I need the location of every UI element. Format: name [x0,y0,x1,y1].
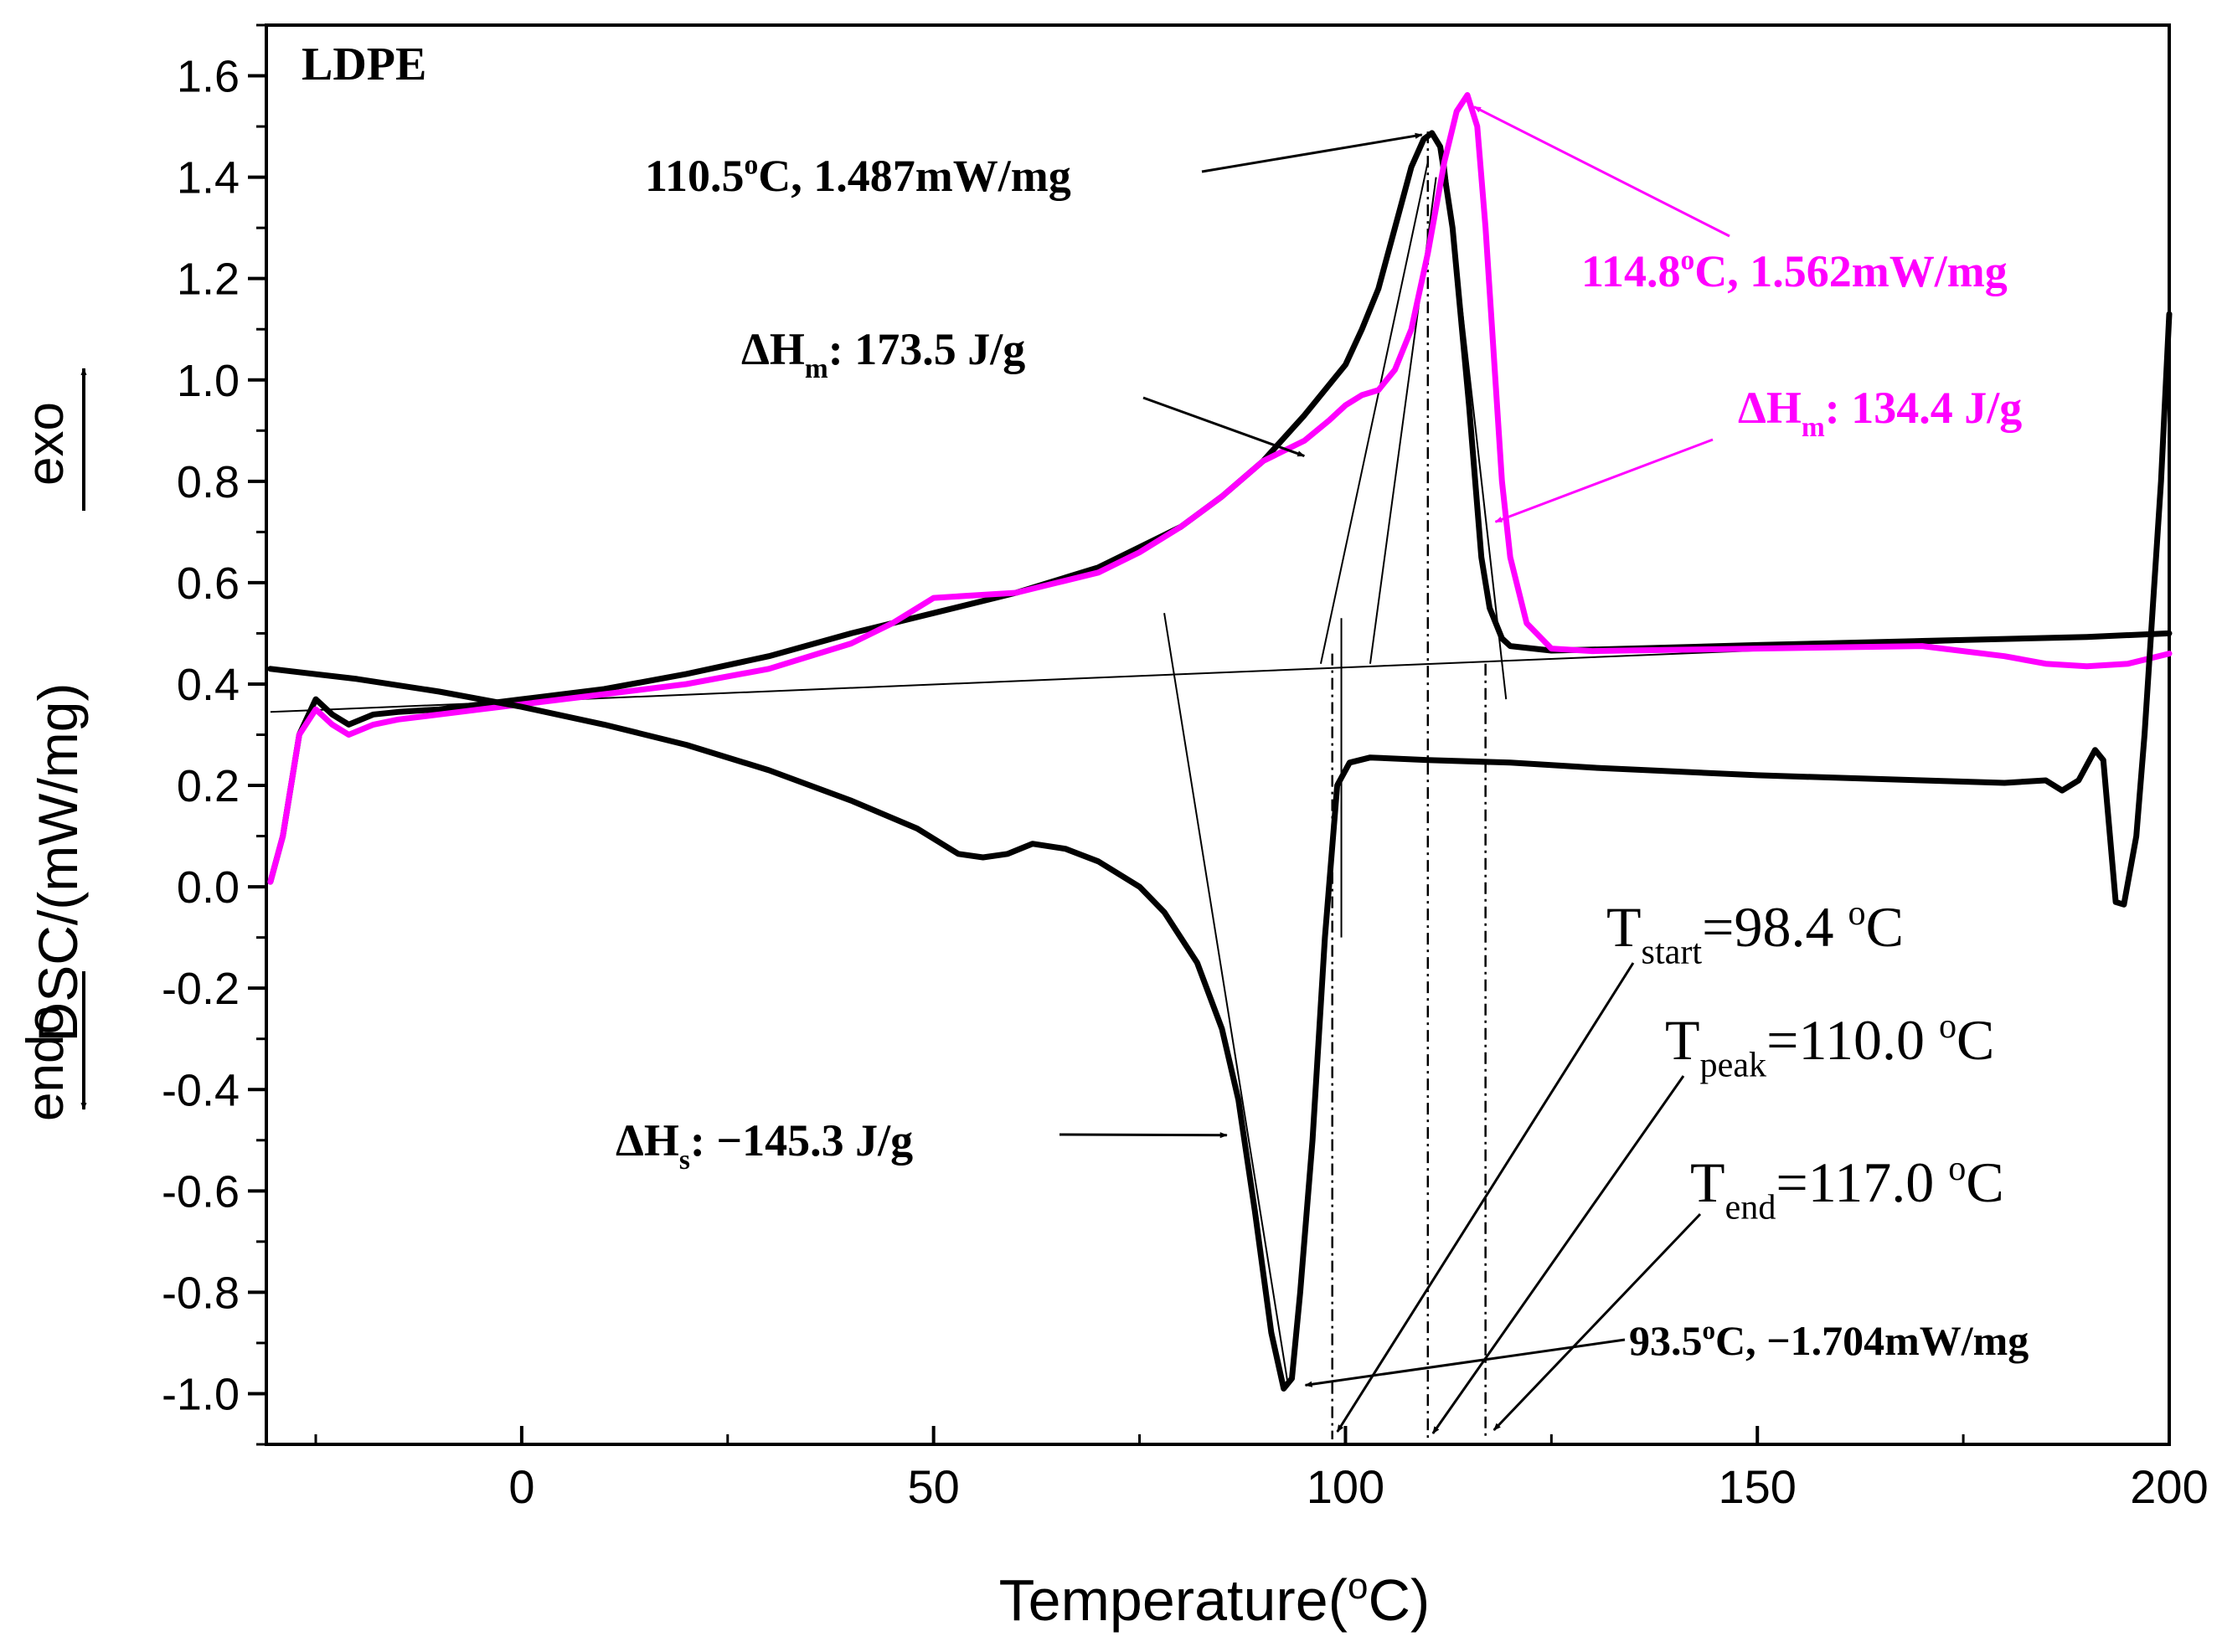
dhm-black-arrow [1142,396,1306,457]
peak-magenta-arrow [1473,106,1730,238]
exo-label: exo [17,402,75,486]
plot-frame [265,23,2171,1446]
peak-black-label: 110.5oC, 1.487mW/mg [645,149,1071,201]
y-tick-label: 0.4 [177,660,240,710]
axes: 0 50 100 150 200 -1.0 -0.8 -0.6 -0.4 -0.2 0.0 0.2 0.… [162,23,2209,1513]
tangent-line-left [1319,162,1429,664]
t-end-arrow [1493,1212,1702,1432]
dhm-magenta-label: ΔHm: 134.4 J/g [1738,383,2022,443]
y-tick-label: -0.6 [162,1166,240,1217]
t-start-label: Tstart=98.4 oC [1606,893,1904,971]
t-peak-label: Tpeak=110.0 oC [1665,1006,1994,1084]
x-axis-label: Temperature(oC) [999,1566,1431,1633]
peak-black-arrow [1201,132,1423,173]
peak-magenta-label: 114.8oC, 1.562mW/mg [1581,244,2008,296]
series-line-1 [267,92,2173,885]
y-tick-label: -0.2 [162,964,240,1014]
y-tick-label: 0.8 [177,457,240,507]
dhm-magenta-arrow [1494,438,1714,523]
x-tick-label: 0 [508,1460,534,1513]
x-tick-label: 200 [2130,1460,2208,1513]
endo-label: endo [17,1006,75,1121]
dhm-black-label: ΔHm: 173.5 J/g [741,324,1025,384]
y-tick-label: 1.4 [177,153,240,203]
t-peak-arrow [1431,1075,1685,1434]
y-tick-label: -0.4 [162,1065,240,1115]
y-tick-label: -0.8 [162,1268,240,1318]
y-tick-label: 0.6 [177,558,240,609]
y-tick-label: 0.0 [177,862,240,913]
tangent-lines [270,131,2170,1439]
y-tick-label: -1.0 [162,1369,240,1419]
y-tick-label: 0.2 [177,761,240,811]
x-tick-label: 100 [1307,1460,1384,1513]
data-series [267,92,2173,1392]
y-tick-label: 1.6 [177,52,240,102]
dhs-label: ΔHs: −145.3 J/g [616,1115,913,1176]
y-axis-label: DSC/(mW/mg) [27,683,89,1042]
valley-label: 93.5oC, −1.704mW/mg [1629,1315,2029,1364]
valley-arrow [1304,1338,1626,1387]
series-line-2 [267,311,2173,1392]
tangent-line-valley [1163,613,1289,1384]
t-end-label: Tend=117.0 oC [1690,1149,2004,1227]
x-tick-label: 50 [908,1460,960,1513]
annotations: 110.5oC, 1.487mW/mg 114.8oC, 1.562mW/mg ΔH… [616,106,2029,1434]
chart-title: LDPE [302,39,426,90]
x-tick-label: 150 [1719,1460,1797,1513]
y-tick-label: 1.2 [177,255,240,305]
t-start-arrow [1336,962,1635,1433]
y-tick-label: 1.0 [177,356,240,406]
